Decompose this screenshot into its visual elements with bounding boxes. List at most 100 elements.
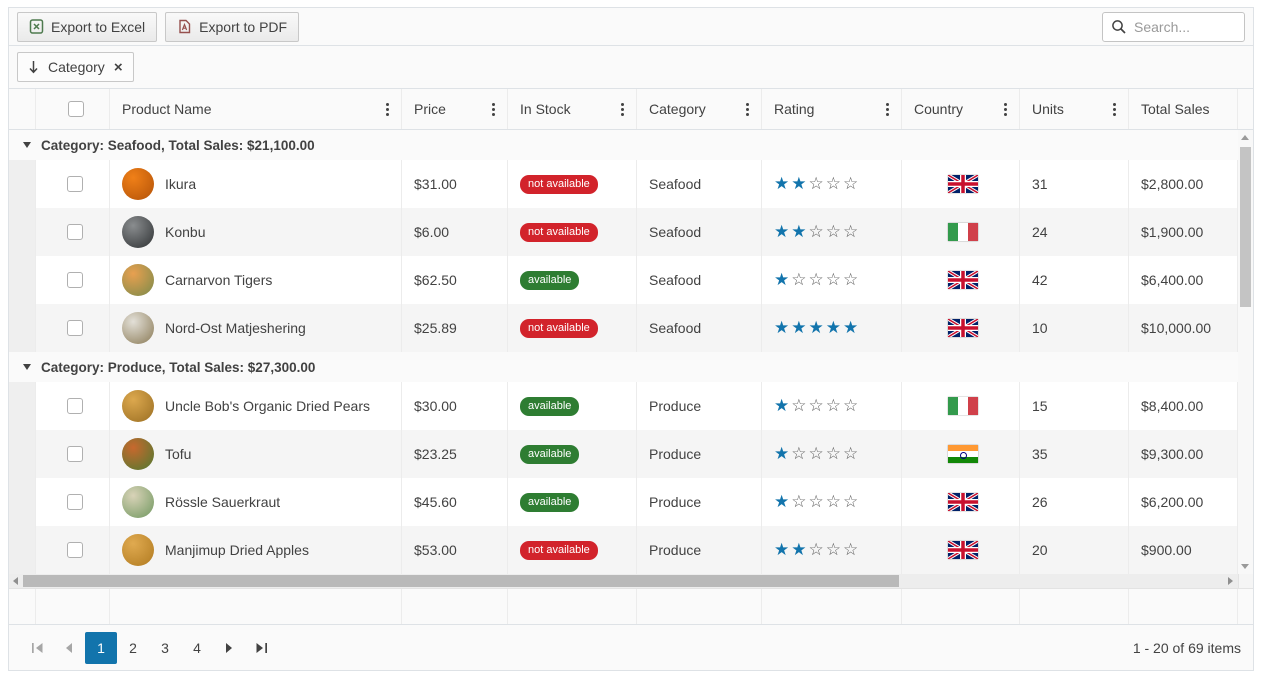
group-header-row: Category: Seafood, Total Sales: $21,100.… bbox=[9, 130, 1238, 160]
price-cell: $25.89 bbox=[402, 304, 508, 352]
column-menu-icon[interactable] bbox=[1107, 99, 1122, 120]
filler-cell bbox=[508, 589, 637, 624]
column-header-price[interactable]: Price bbox=[402, 89, 508, 129]
star-empty-icon: ☆ bbox=[843, 444, 861, 464]
star-filled-icon: ★ bbox=[774, 318, 792, 338]
page-button-2[interactable]: 2 bbox=[129, 639, 137, 656]
export-pdf-button[interactable]: Export to PDF bbox=[165, 11, 300, 42]
column-header-total-sales[interactable]: Total Sales bbox=[1129, 89, 1238, 129]
total-sales-cell: $9,300.00 bbox=[1129, 430, 1238, 478]
row-checkbox[interactable] bbox=[66, 542, 83, 558]
column-menu-icon[interactable] bbox=[740, 99, 755, 120]
group-chip-category[interactable]: Category × bbox=[17, 52, 134, 82]
table-row: Manjimup Dried Apples $53.00 not available… bbox=[9, 526, 1238, 574]
horizontal-scrollbar[interactable] bbox=[9, 574, 1253, 588]
scroll-down-icon[interactable] bbox=[1241, 564, 1249, 569]
scroll-right-icon[interactable] bbox=[1228, 577, 1233, 585]
product-name: Ikura bbox=[165, 176, 197, 192]
search-input[interactable] bbox=[1102, 11, 1245, 42]
row-checkbox[interactable] bbox=[66, 272, 83, 288]
last-page-button[interactable] bbox=[245, 632, 277, 664]
filler-cell bbox=[110, 589, 402, 624]
star-empty-icon: ☆ bbox=[825, 270, 843, 290]
product-image bbox=[122, 216, 154, 248]
stock-badge: available bbox=[520, 492, 580, 512]
filler-cell bbox=[9, 589, 36, 624]
next-page-button[interactable] bbox=[213, 632, 245, 664]
export-excel-button[interactable]: Export to Excel bbox=[17, 11, 158, 42]
grid-toolbar: Export to Excel Export to PDF bbox=[9, 8, 1253, 46]
first-page-button[interactable] bbox=[21, 632, 53, 664]
column-header-category[interactable]: Category bbox=[637, 89, 762, 129]
star-empty-icon: ☆ bbox=[843, 270, 861, 290]
stock-badge: available bbox=[520, 444, 580, 464]
page-button-3[interactable]: 3 bbox=[161, 639, 169, 656]
row-checkbox[interactable] bbox=[66, 320, 83, 336]
star-filled-icon: ★ bbox=[825, 318, 843, 338]
category-cell: Seafood bbox=[637, 256, 762, 304]
scroll-up-icon[interactable] bbox=[1241, 135, 1249, 140]
remove-group-icon[interactable]: × bbox=[113, 58, 123, 76]
star-empty-icon: ☆ bbox=[843, 540, 861, 560]
star-empty-icon: ☆ bbox=[825, 396, 843, 416]
flag-in-icon bbox=[947, 445, 978, 463]
column-menu-icon[interactable] bbox=[380, 99, 395, 120]
stock-badge: available bbox=[520, 396, 580, 416]
group-indent-cell bbox=[9, 478, 36, 526]
column-header-units[interactable]: Units bbox=[1020, 89, 1129, 129]
pdf-file-icon bbox=[177, 19, 192, 34]
group-collapse-icon[interactable] bbox=[23, 364, 31, 370]
page-button-1[interactable]: 1 bbox=[85, 631, 117, 664]
total-sales-cell: $1,900.00 bbox=[1129, 208, 1238, 256]
column-header-in-stock[interactable]: In Stock bbox=[508, 89, 637, 129]
previous-page-button[interactable] bbox=[53, 632, 85, 664]
row-select-cell bbox=[36, 160, 110, 208]
page-button-4[interactable]: 4 bbox=[193, 639, 201, 656]
header-scrollbar-spacer bbox=[1238, 89, 1253, 129]
row-checkbox[interactable] bbox=[66, 176, 83, 192]
rating-cell: ★ ☆ ☆ ☆ ☆ bbox=[762, 382, 902, 430]
category-cell: Produce bbox=[637, 526, 762, 574]
sort-direction-down-icon[interactable] bbox=[28, 60, 39, 74]
grid-search bbox=[1102, 11, 1245, 42]
price-cell: $62.50 bbox=[402, 256, 508, 304]
units-cell: 10 bbox=[1020, 304, 1129, 352]
column-header-country[interactable]: Country bbox=[902, 89, 1020, 129]
pager-info: 1 - 20 of 69 items bbox=[1132, 639, 1241, 656]
rating-cell: ★ ☆ ☆ ☆ ☆ bbox=[762, 256, 902, 304]
star-empty-icon: ☆ bbox=[825, 540, 843, 560]
scroll-left-icon[interactable] bbox=[13, 577, 18, 585]
vertical-scrollbar-thumb[interactable] bbox=[1240, 147, 1251, 307]
row-checkbox[interactable] bbox=[66, 446, 83, 462]
vertical-scrollbar[interactable] bbox=[1238, 130, 1253, 574]
horizontal-scrollbar-thumb[interactable] bbox=[23, 575, 899, 587]
stock-cell: available bbox=[508, 256, 637, 304]
group-header-row: Category: Produce, Total Sales: $27,300.… bbox=[9, 352, 1238, 382]
product-name: Rössle Sauerkraut bbox=[165, 494, 281, 510]
grid-viewport: Category: Seafood, Total Sales: $21,100.… bbox=[9, 130, 1253, 574]
table-row: Konbu $6.00 not available Seafood ★ ★ ☆ ☆ ☆ 24 $1,… bbox=[9, 208, 1238, 256]
units-cell: 42 bbox=[1020, 256, 1129, 304]
product-name: Konbu bbox=[165, 224, 206, 240]
row-checkbox[interactable] bbox=[66, 224, 83, 240]
filler-cell bbox=[762, 589, 902, 624]
column-header-rating[interactable]: Rating bbox=[762, 89, 902, 129]
column-menu-icon[interactable] bbox=[880, 99, 895, 120]
product-name-cell: Ikura bbox=[110, 160, 402, 208]
star-empty-icon: ☆ bbox=[808, 492, 826, 512]
stock-badge: not available bbox=[520, 318, 598, 338]
total-sales-cell: $10,000.00 bbox=[1129, 304, 1238, 352]
row-checkbox[interactable] bbox=[66, 494, 83, 510]
column-header-product-name[interactable]: Product Name bbox=[110, 89, 402, 129]
column-header-label: Product Name bbox=[122, 101, 212, 117]
select-all-checkbox[interactable] bbox=[67, 101, 84, 117]
group-collapse-icon[interactable] bbox=[23, 142, 31, 148]
column-menu-icon[interactable] bbox=[998, 99, 1013, 120]
product-image bbox=[122, 312, 154, 344]
star-empty-icon: ☆ bbox=[808, 444, 826, 464]
column-menu-icon[interactable] bbox=[615, 99, 630, 120]
group-indent-cell bbox=[9, 430, 36, 478]
star-filled-icon: ★ bbox=[791, 318, 809, 338]
row-checkbox[interactable] bbox=[66, 398, 83, 414]
column-menu-icon[interactable] bbox=[486, 99, 501, 120]
